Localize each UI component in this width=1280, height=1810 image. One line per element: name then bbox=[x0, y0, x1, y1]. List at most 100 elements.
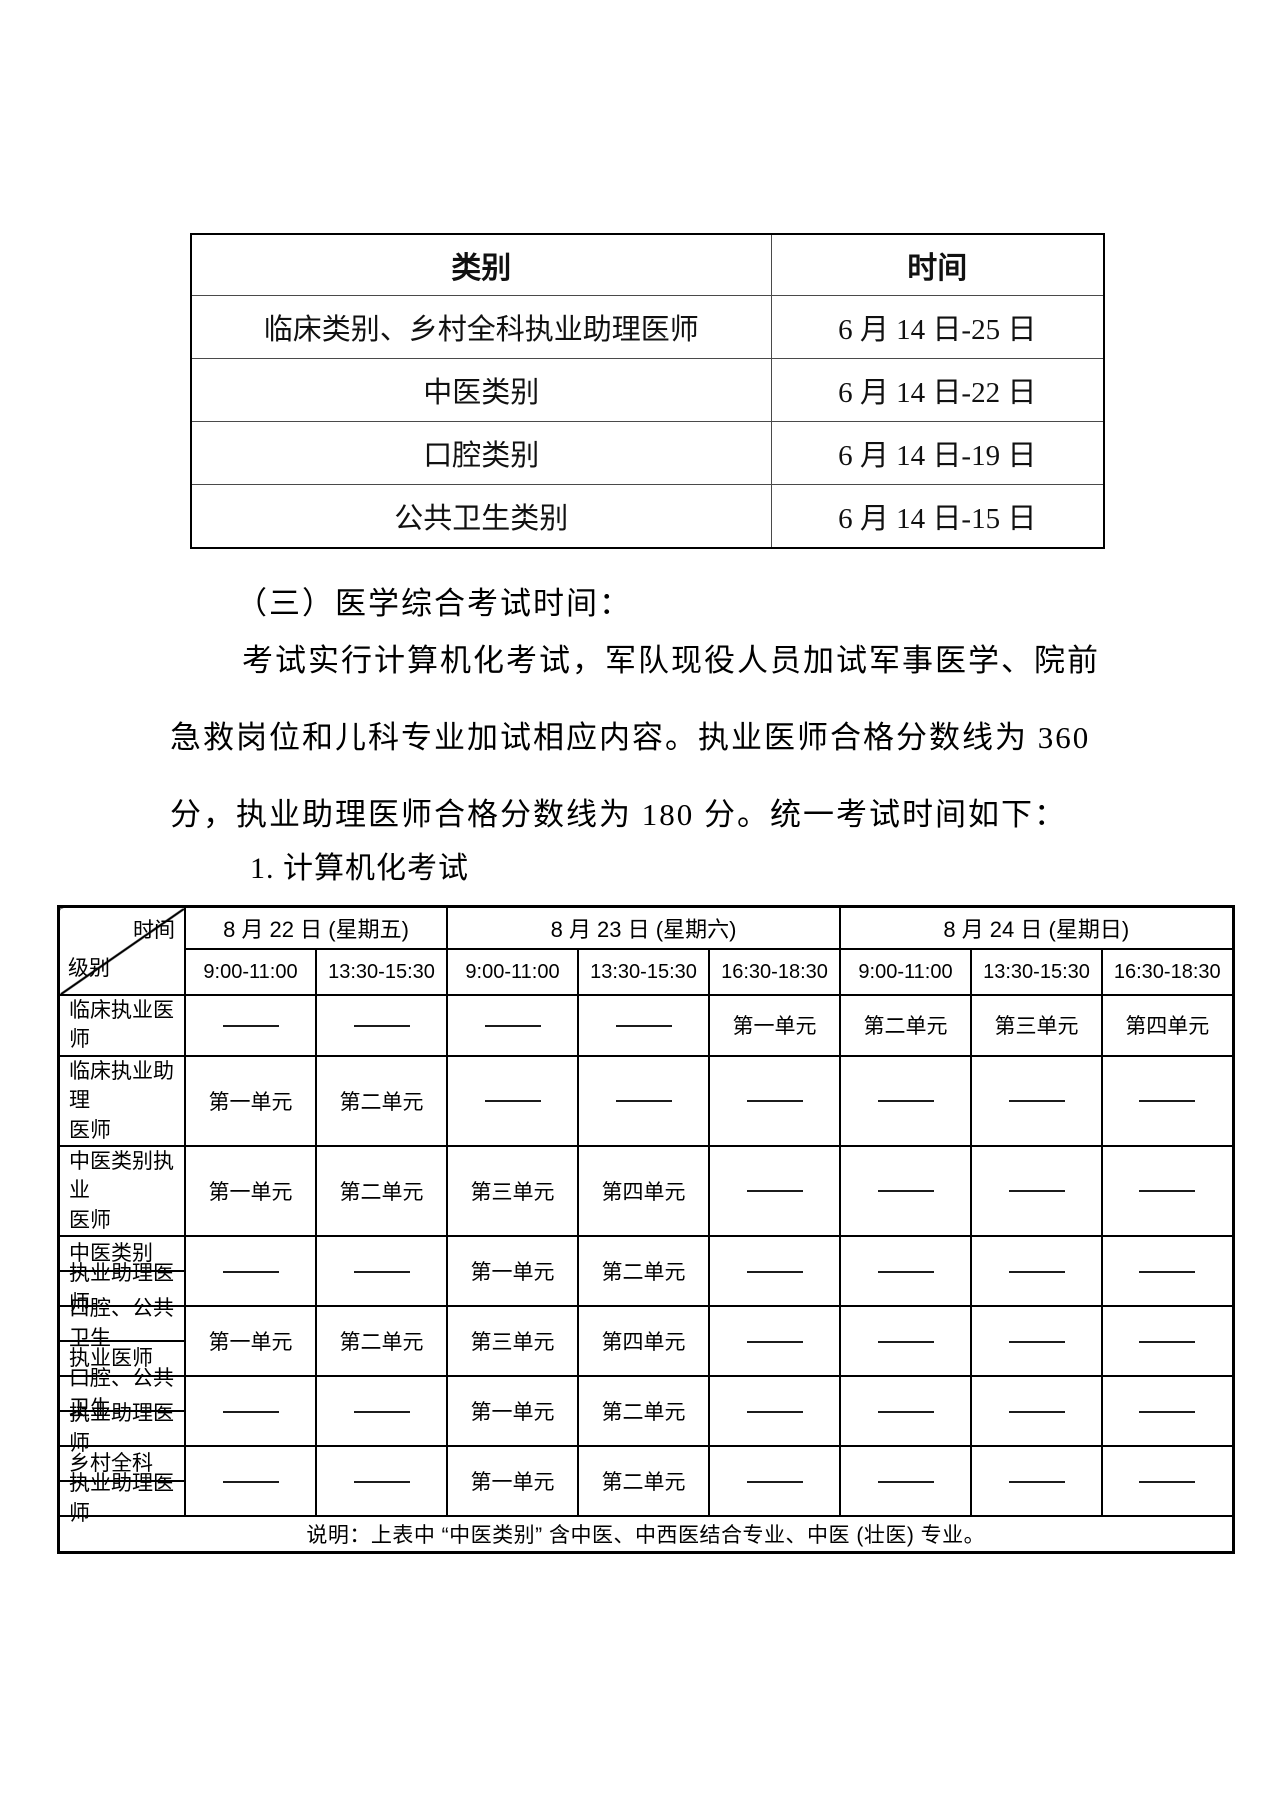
schedule-cell bbox=[1101, 1235, 1234, 1308]
schedule-cell bbox=[708, 1305, 841, 1378]
exam-schedule-table: 时间 级别 8 月 22 日 (星期五) 8 月 23 日 (星期六) 8 月 24 日… bbox=[57, 905, 1235, 1555]
dash-placeholder bbox=[1139, 1410, 1196, 1413]
schedule-cell: 第二单元 bbox=[577, 1375, 710, 1448]
dash-placeholder bbox=[1139, 1340, 1196, 1343]
schedule-cell: 第二单元 bbox=[577, 1445, 710, 1518]
category-cell: 临床类别、乡村全科执业助理医师 bbox=[190, 295, 772, 359]
time-header-cell: 16:30-18:30 bbox=[708, 948, 841, 996]
schedule-cell: 第一单元 bbox=[446, 1235, 579, 1308]
schedule-cell: 第二单元 bbox=[577, 1235, 710, 1308]
paragraph-line: 考试实行计算机化考试，军队现役人员加试军事医学、院前 bbox=[242, 643, 1100, 678]
dash-placeholder bbox=[1139, 1100, 1196, 1103]
schedule-cell: 第三单元 bbox=[446, 1144, 579, 1238]
dash-placeholder bbox=[353, 1270, 410, 1273]
level-label-line: 乡村全科 bbox=[69, 1451, 153, 1475]
schedule-cell bbox=[315, 994, 448, 1057]
time-header-cell: 9:00-11:00 bbox=[184, 948, 317, 996]
dash-placeholder bbox=[1008, 1410, 1065, 1413]
level-label-cell: 中医类别执业 医师 bbox=[57, 1144, 186, 1238]
date-header-cell: 8 月 23 日 (星期六) bbox=[446, 905, 841, 950]
dash-placeholder bbox=[746, 1410, 803, 1413]
category-cell: 中医类别 bbox=[190, 358, 772, 422]
dash-placeholder bbox=[222, 1270, 279, 1273]
date-header-cell: 8 月 24 日 (星期日) bbox=[839, 905, 1234, 950]
dash-placeholder bbox=[1008, 1340, 1065, 1343]
level-label-cell: 临床执业医师 bbox=[57, 994, 186, 1057]
dash-placeholder bbox=[746, 1100, 803, 1103]
note-cell: 说明：上表中 “中医类别” 含中医、中西医结合专业、中医 (壮医) 专业。 bbox=[57, 1515, 1234, 1554]
time-cell: 6 月 14 日-15 日 bbox=[770, 484, 1105, 549]
dash-placeholder bbox=[1008, 1190, 1065, 1193]
level-label-cell: 中医类别 执业助理医师 bbox=[57, 1235, 186, 1315]
level-label-cell: 乡村全科 执业助理医师 bbox=[57, 1445, 186, 1525]
time-cell: 6 月 14 日-25 日 bbox=[770, 295, 1105, 359]
schedule-cell bbox=[184, 1445, 317, 1518]
dash-placeholder bbox=[877, 1480, 934, 1483]
dash-placeholder bbox=[1139, 1480, 1196, 1483]
dash-placeholder bbox=[222, 1480, 279, 1483]
schedule-cell bbox=[708, 1235, 841, 1308]
schedule-cell bbox=[839, 1144, 972, 1238]
time-header-cell: 13:30-15:30 bbox=[315, 948, 448, 996]
table-row: 公共卫生类别 6 月 14 日-15 日 bbox=[190, 484, 1105, 549]
level-label-line: 中医类别 bbox=[69, 1241, 153, 1265]
schedule-cell bbox=[577, 1054, 710, 1147]
table-row: 临床类别、乡村全科执业助理医师 6 月 14 日-25 日 bbox=[190, 295, 1105, 359]
schedule-cell bbox=[1101, 1144, 1234, 1238]
schedule-cell: 第二单元 bbox=[315, 1054, 448, 1147]
schedule-cell bbox=[839, 1375, 972, 1448]
corner-label-level: 级别 bbox=[68, 957, 110, 980]
body-paragraph: 考试实行计算机化考试，军队现役人员加试军事医学、院前 急救岗位和儿科专业加试相应… bbox=[170, 622, 1130, 853]
schedule-cell bbox=[446, 1054, 579, 1147]
dash-placeholder bbox=[615, 1100, 672, 1103]
corner-header-cell: 时间 级别 bbox=[57, 905, 186, 996]
schedule-row: 口腔、公共卫生 执业助理医师 第一单元 第二单元 bbox=[57, 1367, 1234, 1455]
schedule-row: 临床执业助理 医师 第一单元 第二单元 bbox=[57, 1054, 1234, 1147]
dash-placeholder bbox=[877, 1100, 934, 1103]
schedule-row: 中医类别 执业助理医师 第一单元 第二单元 bbox=[57, 1235, 1234, 1315]
category-cell: 公共卫生类别 bbox=[190, 484, 772, 549]
schedule-cell: 第二单元 bbox=[839, 994, 972, 1057]
header-row: 类别 时间 bbox=[190, 233, 1105, 296]
dash-placeholder bbox=[1008, 1480, 1065, 1483]
schedule-cell: 第四单元 bbox=[577, 1144, 710, 1238]
schedule-cell bbox=[446, 994, 579, 1057]
exam-category-table: 类别 时间 临床类别、乡村全科执业助理医师 6 月 14 日-25 日中医类别 6 月 … bbox=[190, 233, 1105, 549]
dash-placeholder bbox=[353, 1410, 410, 1413]
schedule-row: 中医类别执业 医师 第一单元 第二单元 第三单元 第四单元 bbox=[57, 1144, 1234, 1238]
category-cell: 口腔类别 bbox=[190, 421, 772, 485]
schedule-cell bbox=[184, 1235, 317, 1308]
schedule-time-row: 9:00-11:00 13:30-15:30 9:00-11:00 13:30-15:… bbox=[59, 948, 1234, 996]
dash-placeholder bbox=[222, 1410, 279, 1413]
date-header-cell: 8 月 22 日 (星期五) bbox=[184, 905, 448, 950]
schedule-cell bbox=[315, 1445, 448, 1518]
schedule-cell bbox=[970, 1305, 1103, 1378]
schedule-cell bbox=[184, 1375, 317, 1448]
dash-placeholder bbox=[746, 1340, 803, 1343]
time-header-cell: 13:30-15:30 bbox=[970, 948, 1103, 996]
schedule-cell bbox=[970, 1375, 1103, 1448]
list-heading: 1. 计算机化考试 bbox=[250, 852, 469, 885]
schedule-row: 临床执业医师 第一单元 第二单元 第三单元 第四单元 bbox=[57, 994, 1234, 1057]
dash-placeholder bbox=[746, 1270, 803, 1273]
schedule-cell bbox=[839, 1305, 972, 1378]
column-header: 时间 bbox=[770, 233, 1105, 296]
schedule-cell bbox=[970, 1144, 1103, 1238]
schedule-cell: 第三单元 bbox=[446, 1305, 579, 1378]
schedule-cell: 第四单元 bbox=[1101, 994, 1234, 1057]
schedule-cell bbox=[970, 1054, 1103, 1147]
exam-category-table-body: 类别 时间 临床类别、乡村全科执业助理医师 6 月 14 日-25 日中医类别 6 月 … bbox=[190, 233, 1105, 549]
paragraph-line: 分，执业助理医师合格分数线为 180 分。统一考试时间如下： bbox=[170, 797, 1067, 832]
schedule-cell: 第一单元 bbox=[184, 1305, 317, 1378]
table-row: 口腔类别 6 月 14 日-19 日 bbox=[190, 421, 1105, 485]
dash-placeholder bbox=[222, 1024, 279, 1027]
schedule-cell bbox=[708, 1375, 841, 1448]
schedule-cell bbox=[577, 994, 710, 1057]
level-label-line: 执业助理医师 bbox=[60, 1402, 184, 1455]
dash-placeholder bbox=[746, 1190, 803, 1193]
schedule-cell bbox=[1101, 1054, 1234, 1147]
dash-placeholder bbox=[484, 1100, 541, 1103]
level-label-line: 口腔、公共卫生 bbox=[69, 1297, 174, 1350]
schedule-date-row: 时间 级别 8 月 22 日 (星期五) 8 月 23 日 (星期六) 8 月 24 日… bbox=[57, 905, 1234, 996]
